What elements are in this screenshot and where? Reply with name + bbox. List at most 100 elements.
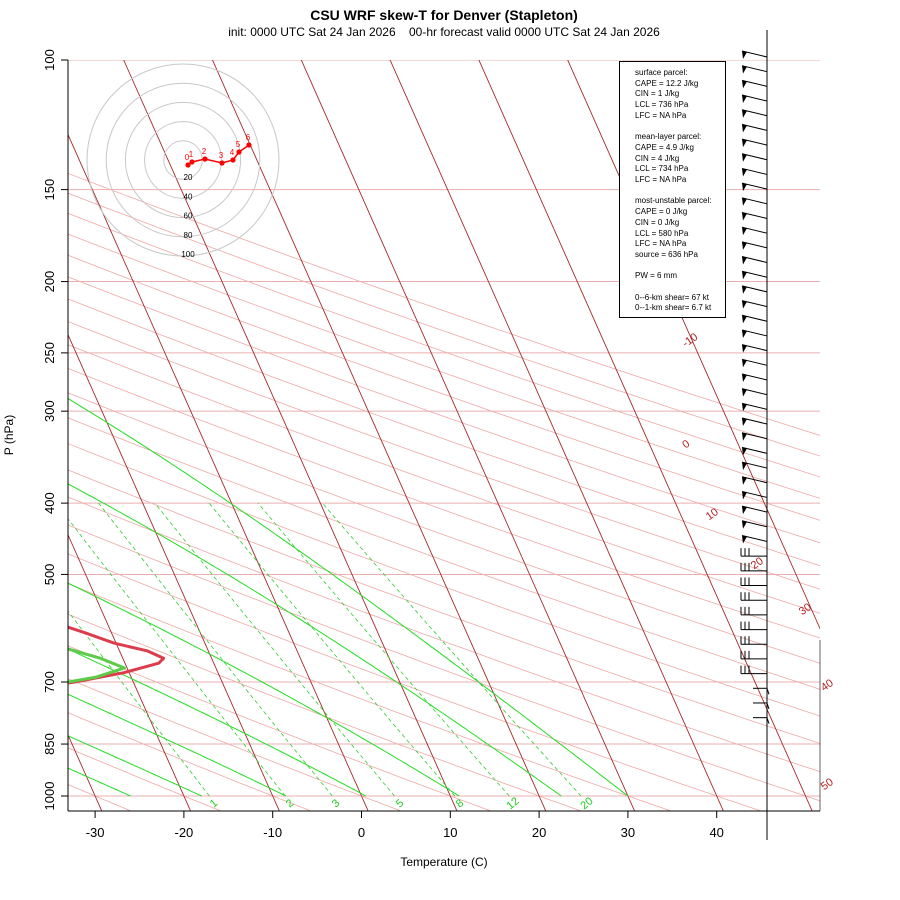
- y-tick-label: 250: [42, 342, 57, 364]
- y-tick-label: 150: [42, 179, 57, 201]
- temperature-profile: [68, 625, 166, 685]
- dry-adiabat-line: [68, 298, 820, 567]
- wind-barb-flag: [742, 285, 747, 294]
- x-tick-label: -10: [263, 825, 282, 840]
- dry-adiabat-line: [68, 496, 820, 773]
- wind-barb: [741, 505, 768, 515]
- stats-line: CIN = 1 J/kg: [635, 89, 680, 99]
- stats-line: 0--6-km shear= 67 kt: [635, 292, 710, 302]
- isotherm-line: [389, 60, 724, 811]
- wind-barb: [741, 153, 768, 162]
- mixing-ratio-line: [68, 518, 286, 797]
- stats-line: CAPE = 0 J/kg: [635, 207, 688, 217]
- stats-line: PW = 6 mm: [635, 271, 678, 281]
- y-axis-label: P (hPa): [2, 415, 16, 455]
- y-tick-label: 850: [42, 733, 57, 755]
- wind-barb-flag: [742, 241, 747, 250]
- stats-line: LFC = NA hPa: [635, 239, 687, 249]
- stats-line: LCL = 736 hPa: [635, 100, 689, 110]
- stats-gap: [635, 122, 725, 133]
- stats-gap: [635, 261, 725, 272]
- wind-barb: [741, 256, 768, 265]
- wind-barb: [740, 548, 767, 557]
- y-tick-label: 200: [42, 271, 57, 293]
- moist-adiabat-line: [68, 735, 202, 797]
- mixing-ratio-line: [322, 502, 582, 797]
- dry-adiabat-line: [68, 276, 820, 544]
- dewpoint-profile: [68, 647, 126, 684]
- isotherm-line: [68, 333, 280, 811]
- dry-adiabat-line: [68, 712, 312, 811]
- dry-adiabat-line: [68, 344, 820, 614]
- stats-line: surface parcel:: [635, 68, 688, 77]
- isotherm-label: 30: [797, 601, 814, 618]
- wind-barb: [741, 212, 768, 221]
- stats-line: LCL = 580 hPa: [635, 228, 689, 238]
- isotherm-label: 40: [819, 677, 836, 694]
- hodograph-height-label: 3: [219, 151, 224, 160]
- hodograph-ring-label: 40: [184, 192, 193, 201]
- hodograph-ring-label: 80: [184, 231, 193, 240]
- wind-barb-flag: [742, 403, 747, 412]
- wind-barb-flag: [742, 476, 747, 485]
- mixing-ratio-line: [68, 610, 210, 797]
- wind-barb: [741, 344, 768, 353]
- wind-barb-flag: [742, 315, 747, 324]
- dry-adiabat-line: [68, 553, 763, 811]
- wind-barb: [741, 50, 768, 59]
- wind-barb-flag: [742, 197, 747, 206]
- x-axis-label: Temperature (C): [400, 855, 487, 869]
- wind-barb-flag: [742, 183, 747, 192]
- isotherm-line: [300, 60, 636, 811]
- wind-barb: [741, 123, 768, 133]
- wind-barb: [741, 241, 768, 250]
- dry-adiabat-line: [68, 583, 673, 811]
- wind-barb: [741, 94, 768, 104]
- dry-adiabat-line: [68, 469, 820, 744]
- wind-barb-flag: [742, 388, 747, 397]
- wind-barb-flag: [742, 256, 747, 265]
- background-grid: [68, 60, 820, 811]
- wind-barb: [740, 665, 767, 675]
- parcel-stats-box: surface parcel: CAPE = 12.2 J/kg CIN = 1 J…: [619, 61, 726, 318]
- isotherm-label: -10: [680, 331, 700, 350]
- wind-barb-flag: [742, 139, 747, 148]
- y-tick-label: 700: [42, 671, 57, 693]
- stats-line: LFC = NA hPa: [635, 175, 687, 185]
- hodograph-point: [236, 149, 242, 155]
- wind-barb: [741, 534, 768, 544]
- isotherm-line: [567, 60, 820, 630]
- wind-barb-flag: [742, 373, 747, 382]
- x-tick-label: 20: [532, 825, 546, 840]
- wind-barb: [741, 270, 768, 280]
- isotherm-label: 10: [704, 506, 721, 523]
- dry-adiabat-line: [68, 747, 222, 811]
- hodograph-height-label: 1: [189, 150, 194, 159]
- hodograph-point: [189, 159, 195, 165]
- hodograph-point: [230, 157, 236, 163]
- y-tick-label: 500: [42, 564, 57, 586]
- wind-barb-flag: [742, 300, 747, 309]
- wind-barb-flag: [742, 462, 747, 471]
- moist-adiabat-line: [68, 483, 562, 797]
- wind-barb: [753, 687, 770, 695]
- wind-barb: [741, 490, 768, 500]
- wind-barb-feather: [766, 717, 770, 724]
- hodograph-point: [202, 156, 208, 162]
- wind-barb-flag: [742, 271, 747, 280]
- isotherm-line: [68, 533, 192, 811]
- hodograph-point: [246, 142, 252, 148]
- stats-line: CAPE = 4.9 J/kg: [635, 142, 694, 152]
- wind-barb-flag: [742, 51, 747, 59]
- mixing-ratio-label: 2: [284, 797, 296, 810]
- moist-adiabat-line: [68, 397, 629, 797]
- wind-barb: [753, 717, 770, 724]
- wind-barb-flag: [742, 491, 747, 500]
- wind-barb: [740, 650, 767, 660]
- stats-line: 0--1-km shear= 6.7 kt: [635, 303, 712, 313]
- mixing-ratio-label: 20: [579, 795, 596, 812]
- isotherm-line: [123, 60, 458, 811]
- wind-barb-feather: [766, 702, 770, 710]
- wind-barb: [741, 314, 768, 324]
